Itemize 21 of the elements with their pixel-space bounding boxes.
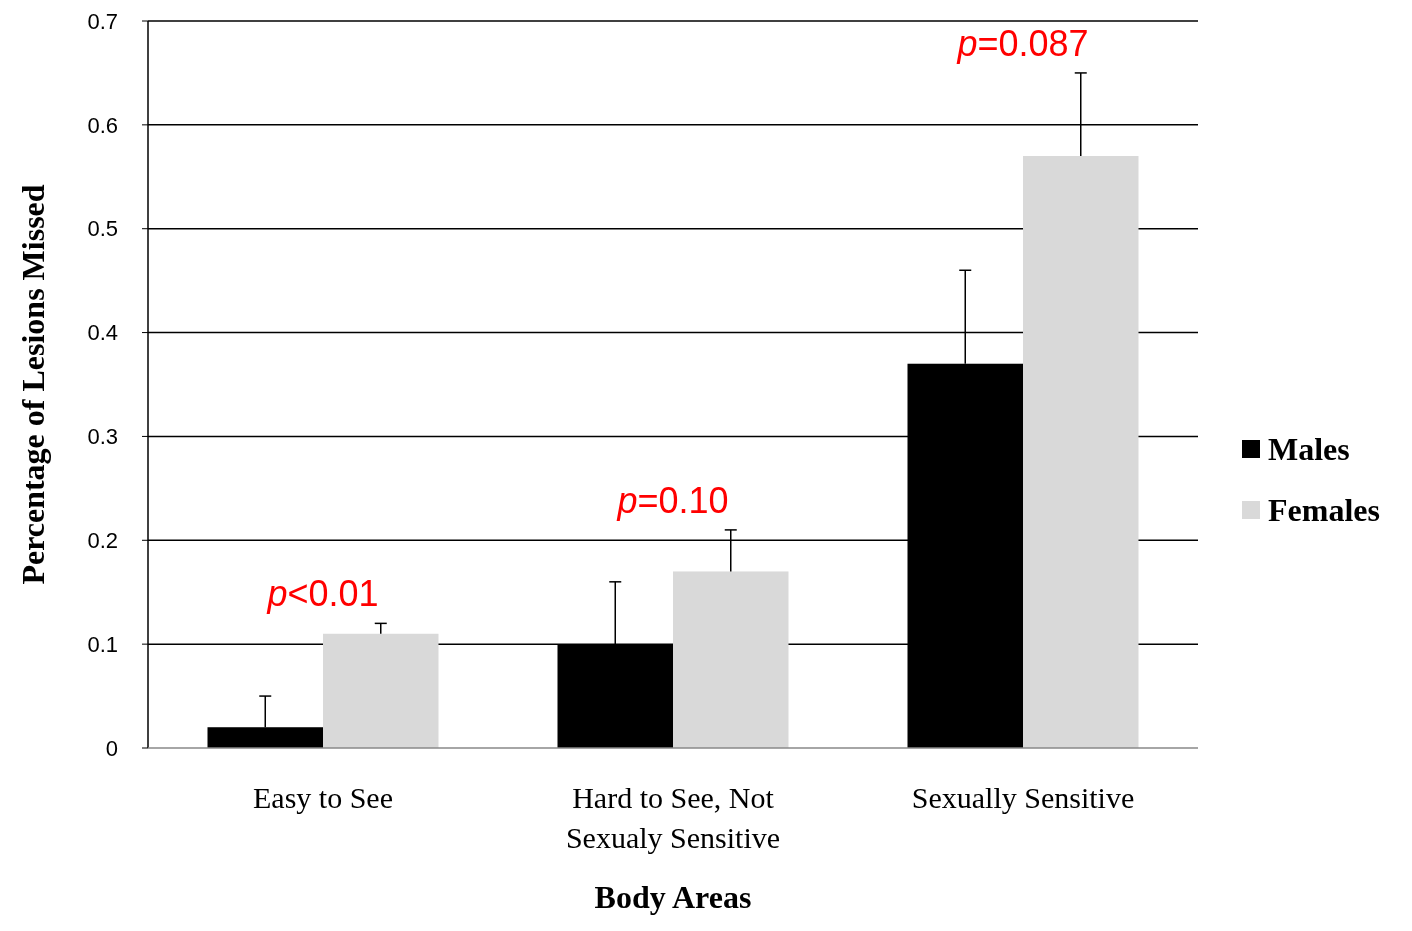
- annotation: p=0.087: [956, 22, 1089, 64]
- y-tick-label: 0.5: [87, 216, 118, 242]
- bar: [1023, 156, 1139, 748]
- legend-label: Males: [1268, 431, 1350, 468]
- y-tick-label: 0.2: [87, 527, 118, 553]
- x-tick-label: Easy to See: [253, 781, 393, 814]
- x-axis-title: Body Areas: [594, 879, 752, 915]
- bar: [673, 571, 789, 748]
- annotation: p<0.01: [266, 572, 379, 614]
- y-tick-label: 0.1: [87, 631, 118, 657]
- x-tick-label: Hard to See, Not Sexualy Sensitive: [565, 781, 781, 854]
- y-tick-label: 0.4: [87, 320, 118, 346]
- y-tick-label: 0.6: [87, 112, 118, 138]
- y-axis-title: Percentage of Lesions Missed: [15, 184, 51, 585]
- y-tick-label: 0.3: [87, 424, 118, 450]
- annotation: p=0.10: [616, 479, 729, 521]
- bar: [323, 633, 439, 748]
- y-tick-label: 0: [105, 735, 118, 761]
- x-tick-label: Sexually Sensitive: [911, 781, 1135, 814]
- legend-label: Females: [1268, 492, 1380, 529]
- y-tick-label: 0.7: [87, 8, 118, 34]
